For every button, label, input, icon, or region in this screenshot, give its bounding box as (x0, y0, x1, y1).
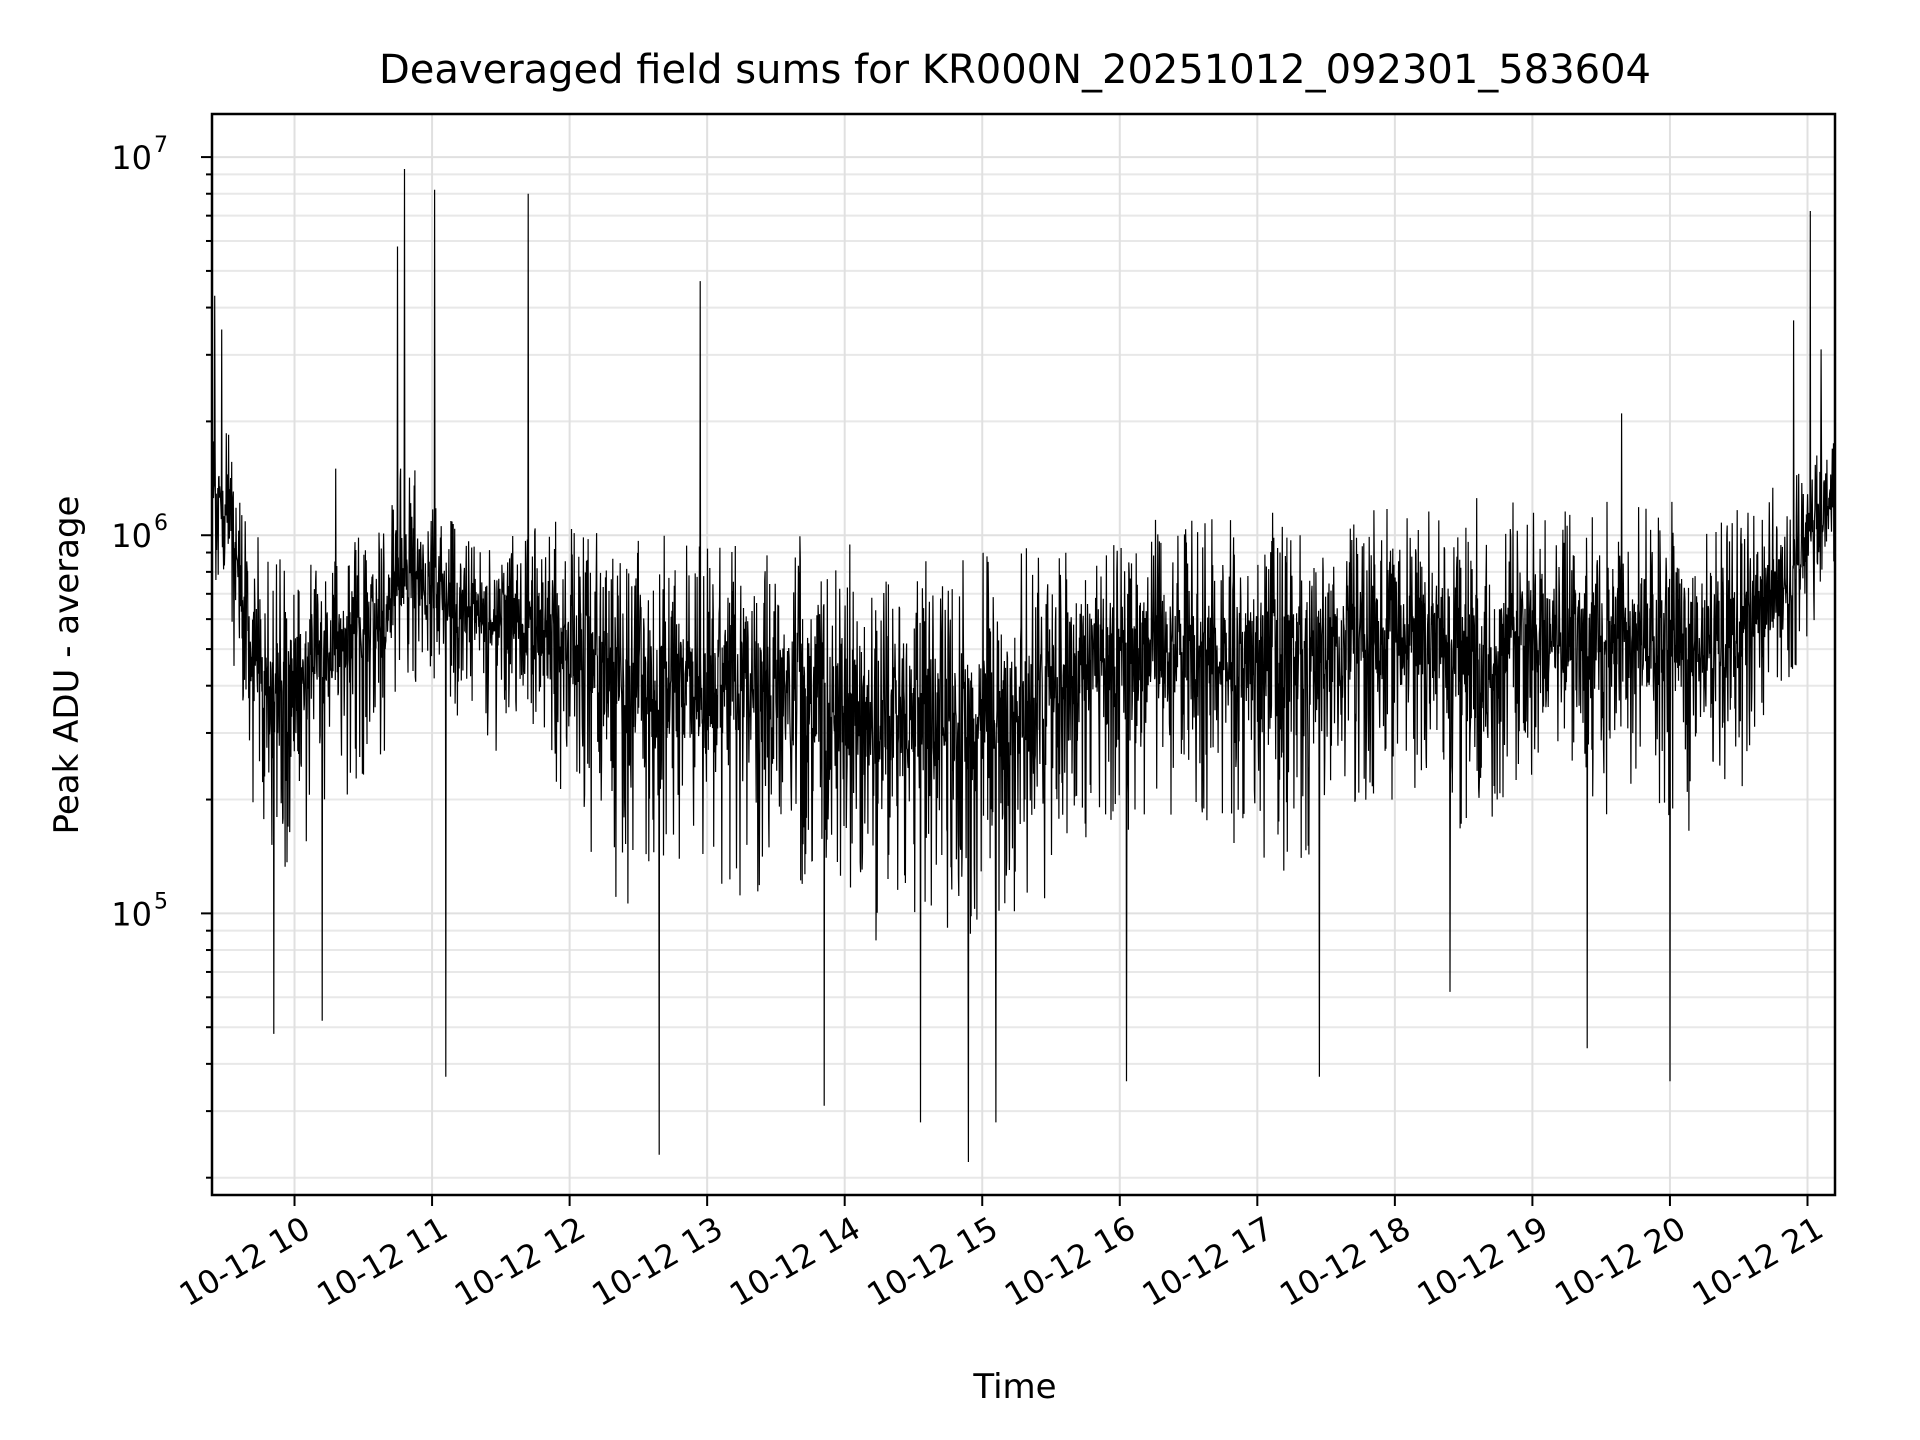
x-axis-label: Time (972, 1367, 1056, 1407)
plot-frame (210, 112, 1837, 1197)
y-axis-label: Peak ADU - average (47, 496, 87, 835)
y-tick-exponent: 6 (154, 511, 168, 536)
y-tick-exponent: 5 (154, 889, 168, 914)
series-line (211, 168, 1836, 1163)
y-tick-label: 10 (111, 139, 152, 177)
chart-title: Deaveraged field sums for KR000N_2025101… (379, 47, 1651, 93)
y-tick-label: 10 (111, 517, 152, 555)
series-layer (211, 168, 1836, 1163)
y-tick-exponent: 7 (154, 133, 168, 158)
y-tick-label: 10 (111, 895, 152, 933)
